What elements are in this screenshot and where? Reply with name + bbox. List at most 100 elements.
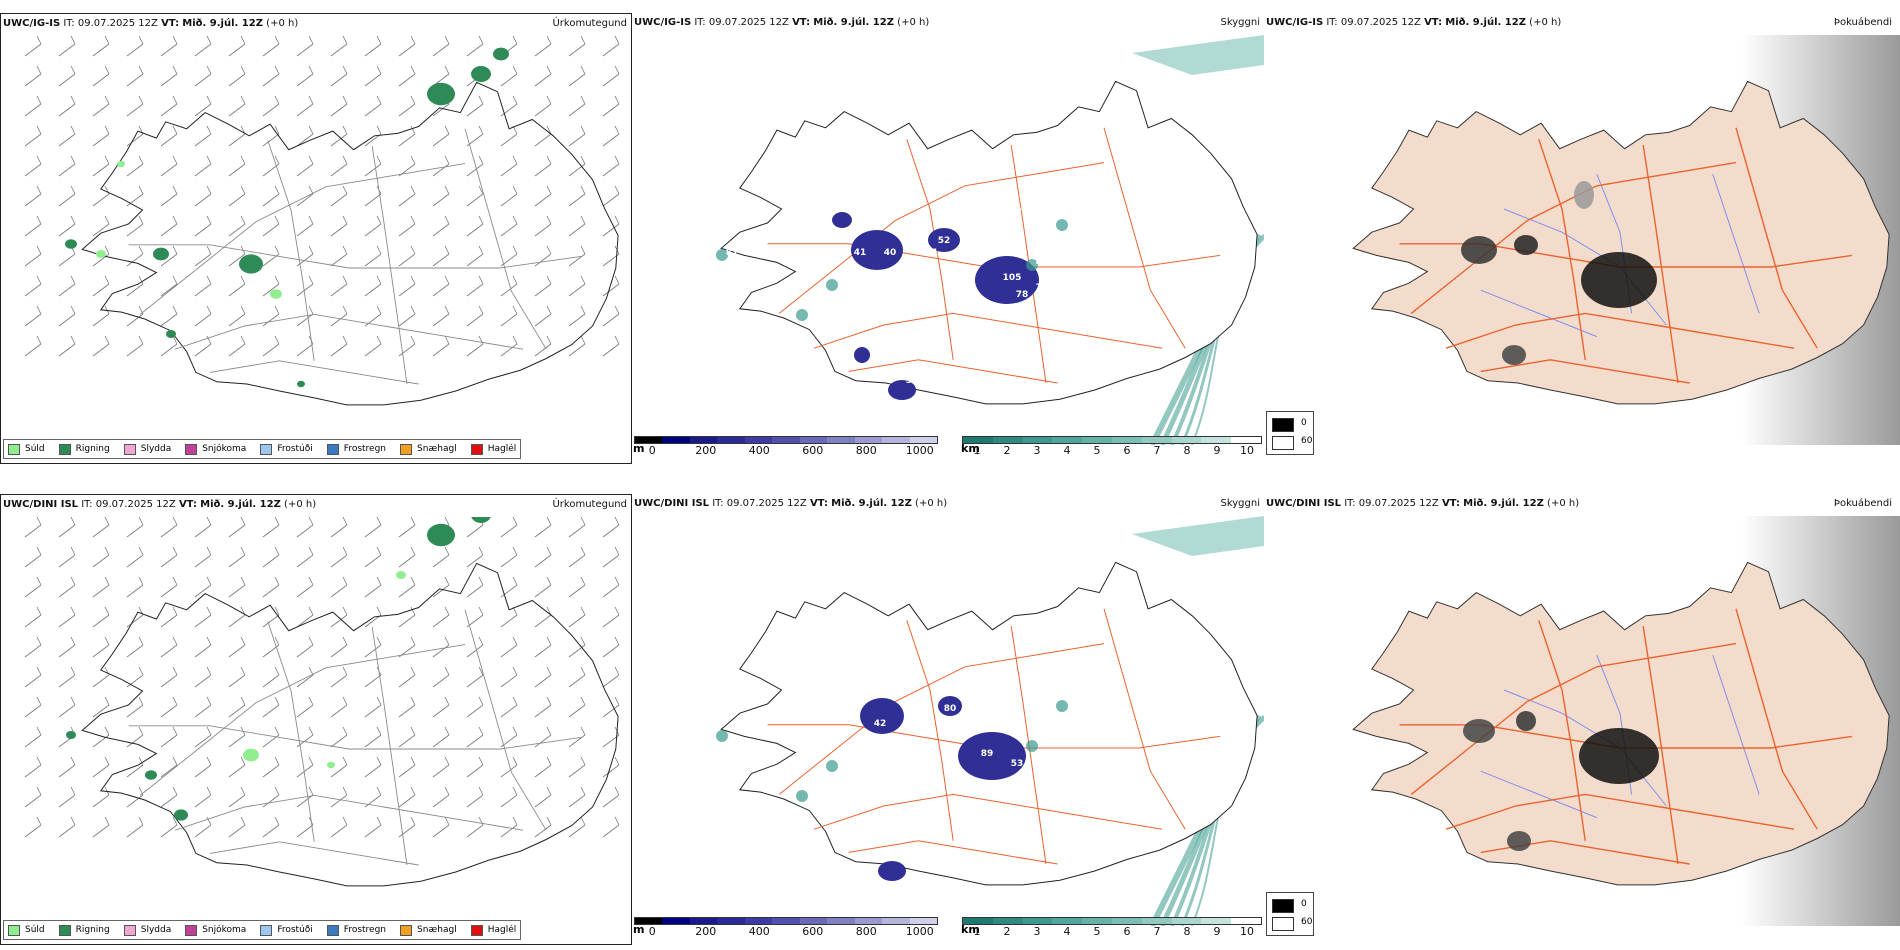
- legend-item: Snjókoma: [185, 924, 246, 936]
- wind-barb: [92, 696, 110, 718]
- visibility-label: 72: [1056, 268, 1069, 278]
- wind-barb: [398, 335, 416, 357]
- wind-barb: [228, 666, 246, 688]
- river-line: [1480, 770, 1597, 819]
- precip-panel-row2: UWC/DINI ISL IT: 09.07.2025 12Z VT: Mið.…: [0, 494, 632, 945]
- legend-swatch: [400, 924, 413, 936]
- legend-item: Snæhagl: [400, 443, 457, 455]
- wind-barb: [228, 576, 246, 598]
- wind-barb: [432, 125, 450, 147]
- wind-barb: [194, 666, 212, 688]
- wind-barb: [24, 335, 42, 357]
- fog-indicator-area: [1579, 728, 1659, 784]
- wind-barb: [92, 215, 110, 237]
- colorbar-cell: [744, 918, 773, 924]
- wind-barb: [602, 606, 620, 628]
- legend-swatch: [326, 443, 339, 455]
- colorbar-cell: [799, 437, 828, 443]
- wind-barb: [398, 576, 416, 598]
- wind-barb: [364, 245, 382, 267]
- wind-barb: [262, 185, 280, 207]
- reduced-visibility-patch: [796, 309, 808, 321]
- colorbar-cell: [992, 437, 1023, 443]
- wind-barb: [228, 215, 246, 237]
- wind-barb: [194, 636, 212, 658]
- wind-barb: [160, 546, 178, 568]
- wind-barb: [126, 517, 144, 538]
- precip-cell: [153, 247, 169, 261]
- wind-barb: [228, 95, 246, 117]
- wind-barb: [602, 65, 620, 87]
- colorbar-cell: [1231, 437, 1261, 443]
- legend-item: Rigning: [58, 443, 110, 455]
- wind-barb: [160, 636, 178, 658]
- wind-barb: [262, 816, 280, 838]
- wind-barb: [296, 155, 314, 177]
- wind-barb: [92, 726, 110, 748]
- visibility-label: 135: [891, 283, 910, 293]
- wind-barb: [160, 125, 178, 147]
- wind-barb: [568, 726, 586, 748]
- road-line: [1480, 359, 1690, 384]
- wind-barb: [364, 546, 382, 568]
- colorbar-cell: [1201, 437, 1232, 443]
- colorbar-cell: [1111, 918, 1142, 924]
- wind-barb: [330, 245, 348, 267]
- ceiling-colorbar: m 0 200 400 600 800 1000: [633, 917, 938, 938]
- road-line: [1410, 642, 1737, 795]
- wind-barb: [262, 95, 280, 117]
- wind-barb: [466, 576, 484, 598]
- colorbar-tick-label: 9: [1213, 925, 1221, 938]
- legend-label: Súld: [25, 925, 45, 935]
- wind-barb: [568, 185, 586, 207]
- legend-label: Rigning: [75, 925, 110, 935]
- precip-cell: [297, 380, 305, 388]
- road-line: [813, 793, 1163, 830]
- wind-barb: [432, 275, 450, 297]
- wind-barb: [24, 636, 42, 658]
- colorbar-cell: [882, 437, 910, 443]
- fog-indicator-area: [1461, 236, 1497, 264]
- visibility-panel-row1: UWC/IG-IS IT: 09.07.2025 12Z VT: Mið. 9.…: [632, 13, 1264, 464]
- legend-swatch: [400, 443, 413, 455]
- wind-barb: [58, 305, 76, 327]
- visibility-label: 52: [938, 236, 951, 246]
- wind-barb: [194, 786, 212, 808]
- wind-barb: [228, 155, 246, 177]
- wind-barb: [296, 305, 314, 327]
- colorbar-cell: [1171, 918, 1202, 924]
- wind-barb: [24, 305, 42, 327]
- wind-barb: [58, 786, 76, 808]
- wind-barb: [432, 786, 450, 808]
- colorbar-ticks: 0 200 400 600 800 1000: [634, 925, 938, 938]
- low-cloud-area: [928, 228, 960, 252]
- colorbar-tick-label: 200: [695, 444, 717, 457]
- fog-indicator-area: [1507, 831, 1531, 851]
- wind-barb: [58, 666, 76, 688]
- road-line: [1445, 793, 1795, 830]
- wind-barb: [58, 36, 76, 57]
- wind-barb: [602, 576, 620, 598]
- wind-barb: [24, 546, 42, 568]
- colorbar-cell: [772, 918, 800, 924]
- wind-barb: [92, 636, 110, 658]
- colorbar-unit: m: [633, 442, 645, 455]
- fog-key-label-60: 60: [1301, 917, 1313, 927]
- colorbar-cell: [662, 918, 690, 924]
- wind-barb: [568, 275, 586, 297]
- wind-barb: [92, 95, 110, 117]
- wind-barb: [364, 816, 382, 838]
- wind-barb: [568, 816, 586, 838]
- colorbar-tick-label: 10: [1240, 444, 1254, 457]
- legend-label: Slydda: [140, 444, 172, 454]
- legend-swatch: [123, 924, 136, 936]
- wind-barb: [24, 696, 42, 718]
- wind-barb: [500, 786, 518, 808]
- wind-barb: [466, 666, 484, 688]
- wind-barb: [296, 666, 314, 688]
- road-line: [464, 128, 547, 350]
- low-cloud-area: [938, 696, 962, 716]
- visibility-title: Skyggni: [1220, 17, 1260, 28]
- colorbar-tick-label: 2: [1003, 444, 1011, 457]
- precip-cell: [145, 770, 157, 780]
